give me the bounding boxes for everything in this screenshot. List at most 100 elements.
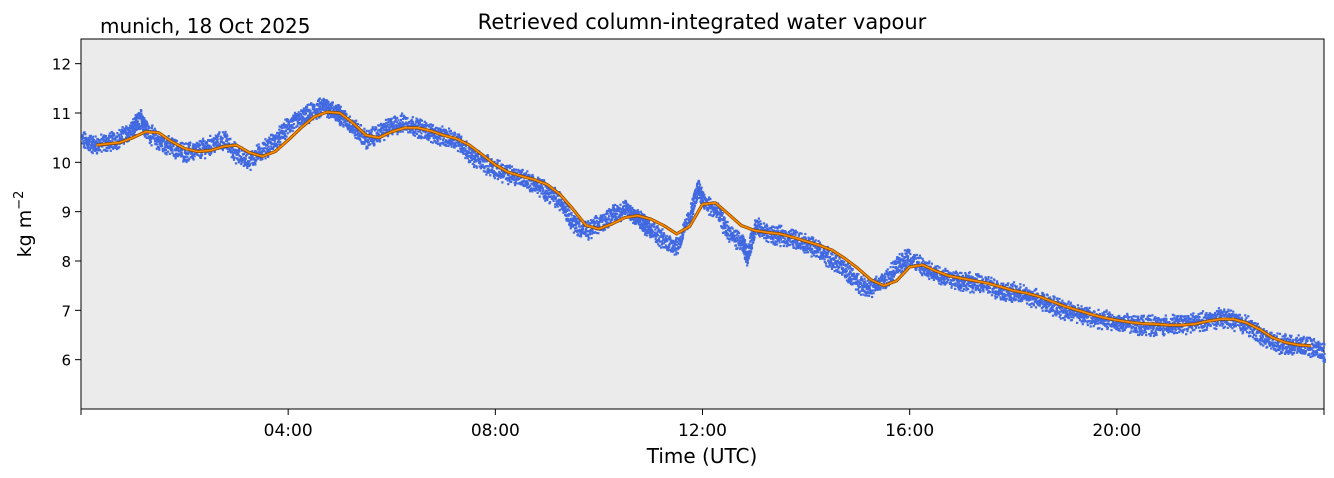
scatter-point (750, 244, 753, 247)
scatter-point (843, 268, 846, 271)
scatter-point (702, 191, 705, 194)
scatter-point (726, 231, 729, 234)
scatter-point (814, 239, 817, 242)
scatter-point (120, 131, 123, 134)
scatter-point (234, 162, 238, 165)
scatter-point (246, 164, 249, 167)
scatter-point (169, 144, 172, 147)
scatter-point (430, 140, 433, 144)
scatter-point (642, 224, 645, 227)
scatter-point (288, 124, 291, 127)
scatter-point (584, 220, 587, 223)
scatter-point (919, 256, 922, 259)
scatter-point (855, 281, 858, 284)
scatter-point (127, 134, 130, 137)
scatter-point (656, 234, 659, 237)
scatter-point (729, 230, 732, 233)
scatter-point (95, 144, 98, 147)
scatter-point (715, 207, 718, 210)
scatter-point (436, 127, 439, 130)
scatter-point (906, 257, 909, 260)
scatter-point (141, 115, 144, 118)
scatter-point (133, 129, 136, 132)
scatter-point (214, 138, 217, 141)
scatter-point (81, 134, 84, 137)
scatter-point (232, 154, 235, 157)
scatter-point (190, 152, 193, 155)
scatter-point (893, 262, 896, 265)
scatter-point (850, 280, 853, 283)
scatter-point (661, 236, 664, 239)
scatter-point (623, 204, 626, 207)
scatter-point (603, 213, 606, 216)
scatter-point (373, 138, 376, 141)
scatter-point (379, 140, 382, 143)
scatter-point (521, 168, 524, 171)
scatter-point (293, 118, 296, 122)
scatter-point (553, 197, 556, 200)
scatter-point (445, 139, 448, 142)
scatter-point (619, 203, 622, 206)
scatter-point (205, 141, 209, 144)
scatter-point (883, 277, 886, 280)
scatter-point (362, 136, 365, 139)
scatter-point (111, 137, 114, 140)
scatter-point (238, 155, 241, 158)
scatter-point (909, 252, 912, 256)
scatter-point (625, 205, 628, 208)
scatter-point (938, 266, 941, 269)
scatter-point (435, 141, 438, 144)
scatter-point (748, 250, 751, 253)
scatter-point (269, 138, 272, 141)
scatter-point (884, 276, 887, 279)
scatter-point (151, 124, 154, 127)
scatter-point (671, 241, 674, 244)
scatter-point (401, 130, 404, 133)
scatter-point (216, 145, 219, 148)
scatter-point (475, 153, 478, 156)
scatter-point (876, 279, 879, 282)
scatter-point (854, 288, 858, 291)
scatter-point (290, 117, 294, 120)
scatter-point (759, 232, 762, 235)
scatter-point (589, 219, 593, 222)
scatter-point (915, 266, 918, 269)
scatter-point (545, 192, 548, 195)
scatter-point (810, 251, 813, 254)
scatter-point (805, 245, 808, 248)
scatter-point (324, 101, 327, 104)
scatter-point (353, 125, 356, 129)
scatter-point (464, 145, 467, 148)
scatter-point (815, 254, 818, 257)
scatter-point (342, 118, 345, 121)
scatter-point (669, 237, 672, 240)
scatter-point (830, 267, 834, 270)
scatter-point (166, 141, 169, 144)
scatter-point (677, 237, 680, 241)
scatter-point (260, 147, 263, 150)
scatter-point (841, 260, 844, 263)
scatter-point (752, 234, 755, 237)
scatter-point (89, 136, 92, 139)
scatter-point (908, 263, 912, 266)
scatter-point (766, 227, 770, 230)
scatter-point (668, 245, 671, 248)
scatter-point (614, 203, 617, 206)
scatter-point (153, 127, 156, 130)
scatter-point (895, 271, 898, 274)
scatter-point (759, 220, 762, 223)
scatter-point (101, 136, 104, 139)
scatter-point (678, 237, 681, 240)
scatter-point (340, 117, 343, 120)
scatter-point (149, 140, 152, 143)
scatter-point (800, 246, 803, 249)
scatter-point (297, 118, 300, 121)
scatter-point (875, 286, 878, 290)
scatter-point (777, 239, 780, 242)
scatter-point (826, 255, 829, 258)
scatter-point (187, 159, 190, 162)
scatter-point (811, 247, 814, 250)
scatter-point (221, 148, 224, 152)
scatter-point (134, 114, 137, 117)
scatter-point (257, 143, 260, 146)
